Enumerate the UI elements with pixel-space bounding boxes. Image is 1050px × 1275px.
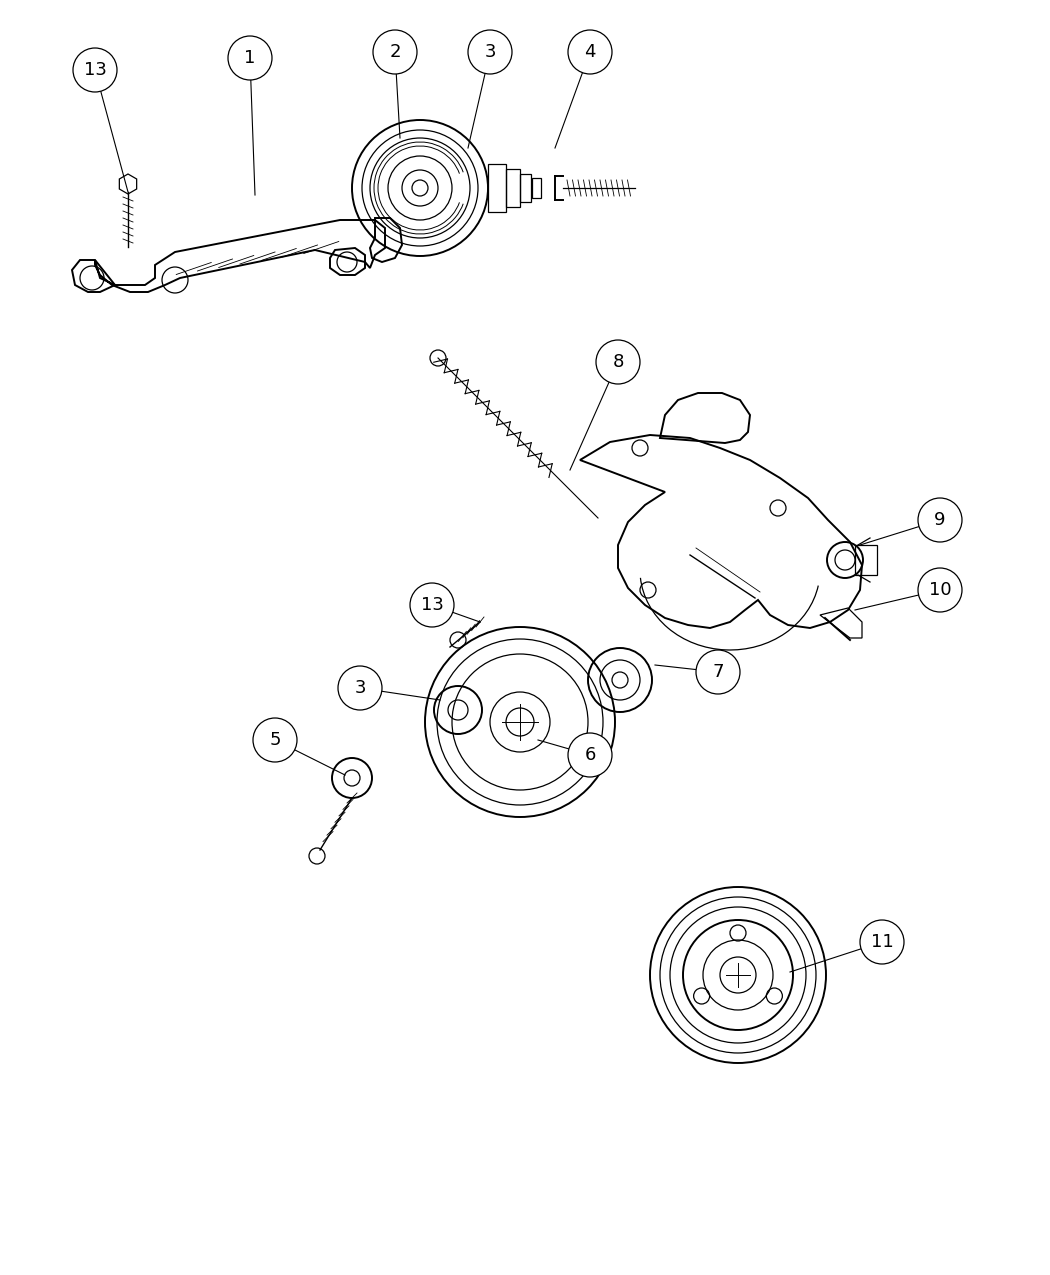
Text: 8: 8 [612,353,624,371]
Text: 2: 2 [390,43,401,61]
Circle shape [918,567,962,612]
Circle shape [596,340,640,384]
Circle shape [228,36,272,80]
Text: 11: 11 [870,933,894,951]
Text: 13: 13 [421,595,443,615]
Circle shape [468,31,512,74]
Circle shape [568,733,612,776]
Circle shape [338,666,382,710]
Circle shape [373,31,417,74]
Circle shape [410,583,454,627]
Text: 9: 9 [934,511,946,529]
Text: 1: 1 [245,48,256,68]
Text: 5: 5 [269,731,280,748]
Text: 4: 4 [584,43,595,61]
Text: 6: 6 [584,746,595,764]
Circle shape [696,650,740,694]
Circle shape [860,921,904,964]
Circle shape [253,718,297,762]
Text: 10: 10 [928,581,951,599]
Text: 3: 3 [354,680,365,697]
Text: 7: 7 [712,663,723,681]
Circle shape [568,31,612,74]
Text: 13: 13 [84,61,106,79]
Text: 3: 3 [484,43,496,61]
Circle shape [74,48,117,92]
Circle shape [918,499,962,542]
